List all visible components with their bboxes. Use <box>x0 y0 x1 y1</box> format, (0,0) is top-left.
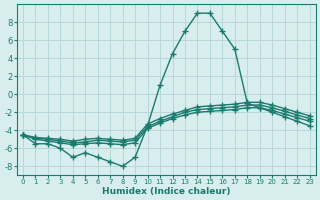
X-axis label: Humidex (Indice chaleur): Humidex (Indice chaleur) <box>102 187 230 196</box>
